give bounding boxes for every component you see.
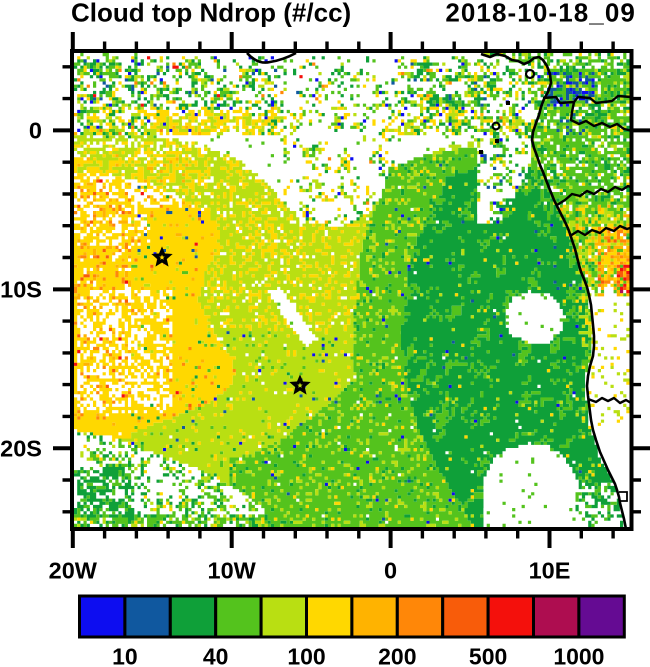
svg-text:10S: 10S: [0, 277, 42, 303]
svg-text:0: 0: [384, 558, 397, 584]
svg-text:10E: 10E: [529, 558, 571, 584]
svg-text:100: 100: [287, 644, 325, 667]
svg-text:Cloud top Ndrop (#/cc): Cloud top Ndrop (#/cc): [71, 0, 351, 28]
svg-text:20W: 20W: [49, 558, 98, 584]
svg-text:0: 0: [29, 118, 42, 144]
svg-text:20S: 20S: [0, 436, 42, 462]
svg-text:10: 10: [112, 644, 138, 667]
svg-text:10W: 10W: [208, 558, 257, 584]
svg-text:40: 40: [203, 644, 229, 667]
svg-text:500: 500: [469, 644, 507, 667]
svg-text:200: 200: [378, 644, 416, 667]
svg-text:2018-10-18_09: 2018-10-18_09: [445, 0, 636, 28]
svg-text:1000: 1000: [553, 644, 604, 667]
